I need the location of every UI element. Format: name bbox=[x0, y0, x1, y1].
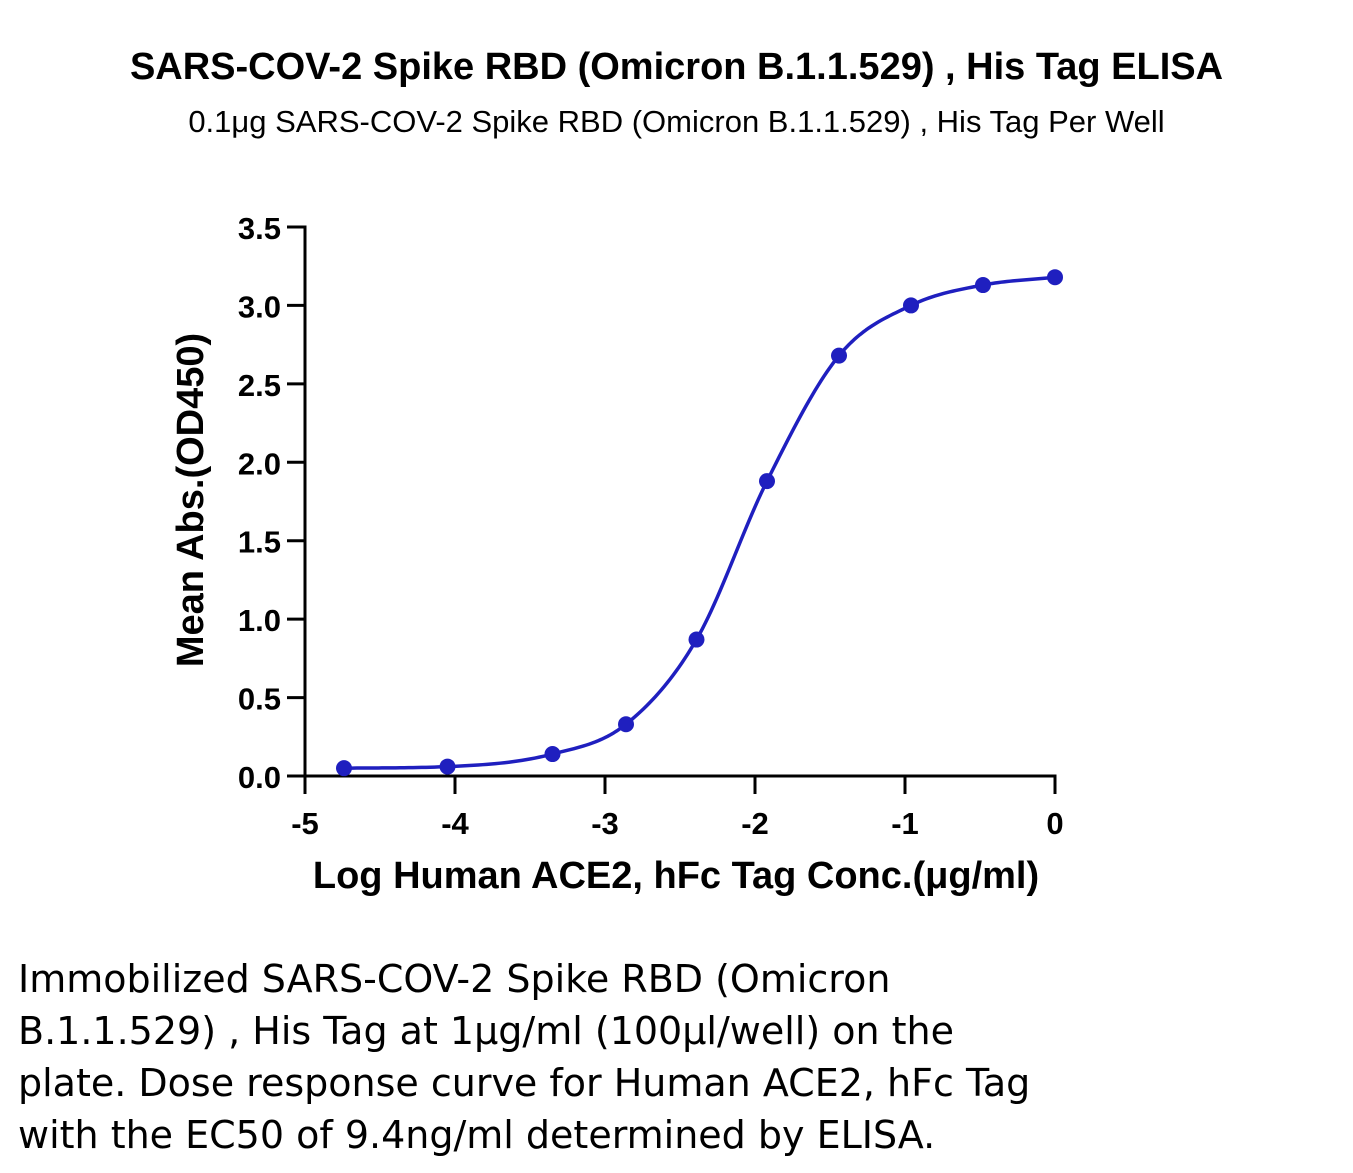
figure-caption: Immobilized SARS-COV-2 Spike RBD (Omicro… bbox=[18, 953, 1338, 1161]
caption-line: with the EC50 of 9.4ng/ml determined by … bbox=[18, 1113, 936, 1157]
elisa-chart: 0.0 0.5 1.0 1.5 2.0 2.5 3.0 3.5 -5 -4 -3 -2 -1 0 Log … bbox=[170, 211, 1064, 897]
chart-title: SARS-COV-2 Spike RBD (Omicron B.1.1.529)… bbox=[129, 46, 1224, 88]
x-tick-label: -1 bbox=[891, 806, 919, 841]
x-tick-label: -4 bbox=[441, 806, 469, 841]
y-tick-label: 1.5 bbox=[238, 525, 281, 560]
caption-line: B.1.1.529) , His Tag at 1μg/ml (100μl/we… bbox=[18, 1009, 955, 1053]
caption-line: plate. Dose response curve for Human ACE… bbox=[18, 1061, 1031, 1105]
data-point bbox=[831, 347, 847, 364]
fit-curve bbox=[343, 275, 1056, 770]
y-tick-label: 3.5 bbox=[238, 211, 281, 246]
y-tick-label: 1.0 bbox=[238, 603, 281, 638]
y-tick-label: 0.0 bbox=[238, 760, 281, 795]
x-axis-label: Log Human ACE2, hFc Tag Conc.(μg/ml) bbox=[313, 855, 1039, 897]
data-point bbox=[688, 631, 705, 648]
data-points-layer bbox=[336, 269, 1063, 777]
caption-line: Immobilized SARS-COV-2 Spike RBD (Omicro… bbox=[18, 957, 891, 1001]
x-tick-label: -3 bbox=[591, 806, 619, 841]
y-tick-label: 2.5 bbox=[238, 368, 281, 403]
data-point bbox=[439, 758, 456, 775]
data-point bbox=[903, 297, 919, 314]
y-tick-label: 2.0 bbox=[238, 446, 281, 481]
y-tick-label: 0.5 bbox=[238, 682, 281, 717]
data-point bbox=[759, 473, 775, 490]
data-point bbox=[336, 760, 352, 777]
chart-axes: 0.0 0.5 1.0 1.5 2.0 2.5 3.0 3.5 -5 -4 -3 -2 -1 0 bbox=[238, 211, 1064, 841]
data-point bbox=[1047, 269, 1063, 286]
data-point bbox=[544, 746, 561, 763]
y-axis-label: Mean Abs.(OD450) bbox=[170, 333, 212, 667]
data-point bbox=[975, 277, 991, 294]
chart-subtitle: 0.1μg SARS-COV-2 Spike RBD (Omicron B.1.… bbox=[188, 104, 1165, 139]
x-tick-label: -2 bbox=[741, 806, 769, 841]
y-tick-label: 3.0 bbox=[238, 289, 281, 324]
x-tick-label: 0 bbox=[1046, 806, 1063, 841]
data-point bbox=[618, 716, 634, 733]
x-tick-label: -5 bbox=[291, 806, 319, 841]
fit-curve-layer bbox=[343, 275, 1056, 770]
